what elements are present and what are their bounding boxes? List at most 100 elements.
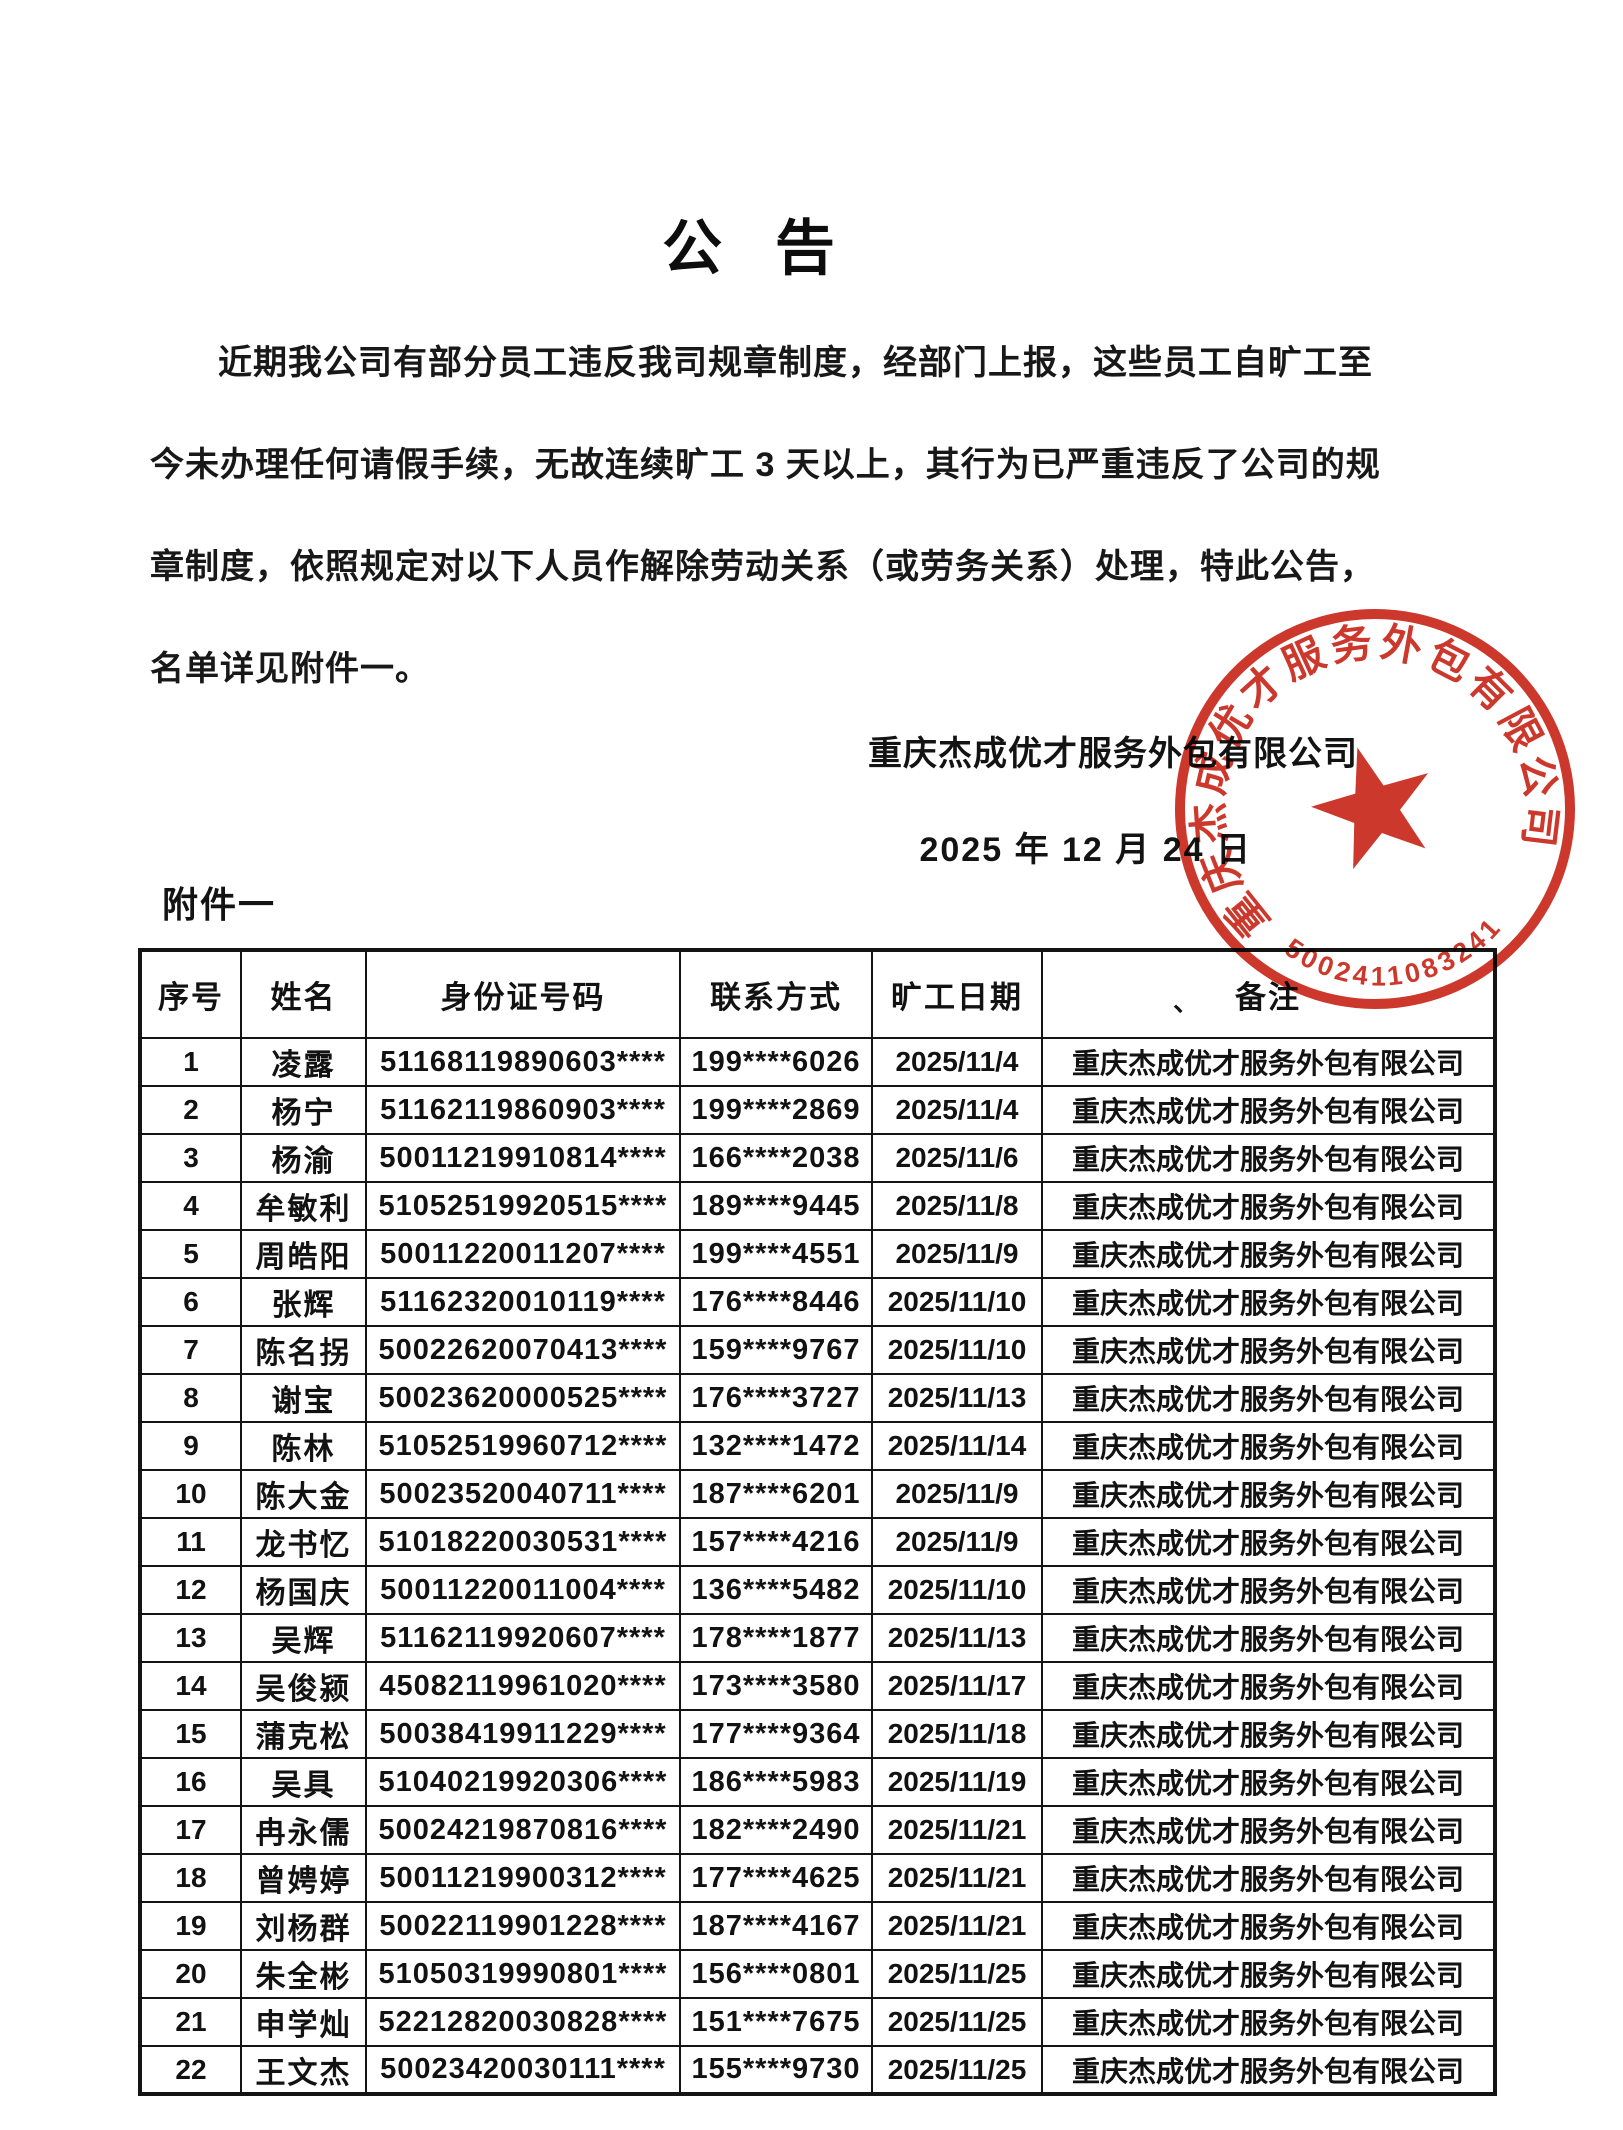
table-row: 11 龙书忆 51018220030531**** 157****4216 2025/1…	[139, 1517, 1496, 1567]
id-number-cell: 51050319990801****	[365, 1949, 681, 1999]
contact-cell: 187****4167	[679, 1901, 873, 1951]
remark-cell: 重庆杰成优才服务外包有限公司	[1041, 1757, 1496, 1807]
table-row: 15 蒲克松 50038419911229**** 177****9364 2025/1…	[139, 1709, 1496, 1759]
id-number-cell: 45082119961020****	[365, 1661, 681, 1711]
absence-date-cell: 2025/11/25	[871, 2045, 1043, 2095]
remark-cell: 重庆杰成优才服务外包有限公司	[1041, 1421, 1496, 1471]
contact-cell: 177****4625	[679, 1853, 873, 1903]
name-cell: 谢宝	[240, 1373, 367, 1423]
table-row: 12 杨国庆 50011220011004**** 136****5482 2025/1…	[139, 1565, 1496, 1615]
body-line: 今未办理任何请假手续，无故连续旷工 3 天以上，其行为已严重违反了公司的规	[150, 446, 1381, 484]
name-cell: 牟敏利	[240, 1181, 367, 1231]
remark-cell: 重庆杰成优才服务外包有限公司	[1041, 1325, 1496, 1375]
absence-date-cell: 2025/11/21	[871, 1901, 1043, 1951]
body-line: 名单详见附件一。	[150, 650, 430, 688]
remark-cell: 重庆杰成优才服务外包有限公司	[1041, 1085, 1496, 1135]
id-number-cell: 51052519920515****	[365, 1181, 681, 1231]
remark-cell: 重庆杰成优才服务外包有限公司	[1041, 1133, 1496, 1183]
id-number-cell: 52212820030828****	[365, 1997, 681, 2047]
body-line: 近期我公司有部分员工违反我司规章制度，经部门上报，这些员工自旷工至	[218, 344, 1373, 382]
absence-date-cell: 2025/11/14	[871, 1421, 1043, 1471]
announcement-body: 近期我公司有部分员工违反我司规章制度，经部门上报，这些员工自旷工至 今未办理任何…	[150, 312, 1410, 720]
name-cell: 吴辉	[240, 1613, 367, 1663]
header-absence-date: 旷工日期	[871, 949, 1043, 1039]
table-row: 10 陈大金 50023520040711**** 187****6201 2025/1…	[139, 1469, 1496, 1519]
seq-cell: 18	[139, 1853, 242, 1903]
table-row: 1 凌露 51168119890603**** 199****6026 2025/11/…	[139, 1037, 1496, 1087]
remark-cell: 重庆杰成优才服务外包有限公司	[1041, 1949, 1496, 1999]
name-cell: 杨渝	[240, 1133, 367, 1183]
name-cell: 陈林	[240, 1421, 367, 1471]
contact-cell: 159****9767	[679, 1325, 873, 1375]
contact-cell: 199****4551	[679, 1229, 873, 1279]
remark-cell: 重庆杰成优才服务外包有限公司	[1041, 2045, 1496, 2095]
attachment-label: 附件一	[162, 884, 277, 925]
company-signature: 重庆杰成优才服务外包有限公司	[868, 735, 1358, 773]
absence-date-cell: 2025/11/4	[871, 1037, 1043, 1087]
seq-cell: 7	[139, 1325, 242, 1375]
header-id-number: 身份证号码	[365, 949, 681, 1039]
name-cell: 陈名拐	[240, 1325, 367, 1375]
page-title: 公 告	[662, 215, 853, 282]
name-cell: 陈大金	[240, 1469, 367, 1519]
absence-date-cell: 2025/11/10	[871, 1325, 1043, 1375]
contact-cell: 151****7675	[679, 1997, 873, 2047]
remark-cell: 重庆杰成优才服务外包有限公司	[1041, 1565, 1496, 1615]
absence-date-cell: 2025/11/21	[871, 1853, 1043, 1903]
absence-date-cell: 2025/11/17	[871, 1661, 1043, 1711]
remark-cell: 重庆杰成优才服务外包有限公司	[1041, 1373, 1496, 1423]
id-number-cell: 50011219900312****	[365, 1853, 681, 1903]
id-number-cell: 50022119901228****	[365, 1901, 681, 1951]
seq-cell: 12	[139, 1565, 242, 1615]
remark-cell: 重庆杰成优才服务外包有限公司	[1041, 1037, 1496, 1087]
seq-cell: 22	[139, 2045, 242, 2095]
table-row: 21 申学灿 52212820030828**** 151****7675 2025/1…	[139, 1997, 1496, 2047]
contact-cell: 132****1472	[679, 1421, 873, 1471]
seq-cell: 19	[139, 1901, 242, 1951]
header-seq: 序号	[139, 949, 242, 1039]
id-number-cell: 51162119860903****	[365, 1085, 681, 1135]
seq-cell: 17	[139, 1805, 242, 1855]
seq-cell: 5	[139, 1229, 242, 1279]
seq-cell: 1	[139, 1037, 242, 1087]
seq-cell: 4	[139, 1181, 242, 1231]
id-number-cell: 50023420030111****	[365, 2045, 681, 2095]
table-row: 6 张辉 51162320010119**** 176****8446 2025/11/…	[139, 1277, 1496, 1327]
contact-cell: 157****4216	[679, 1517, 873, 1567]
seq-cell: 21	[139, 1997, 242, 2047]
table-row: 14 吴俊颍 45082119961020**** 173****3580 2025/1…	[139, 1661, 1496, 1711]
seq-cell: 20	[139, 1949, 242, 1999]
name-cell: 曾娉婷	[240, 1853, 367, 1903]
remark-cell: 重庆杰成优才服务外包有限公司	[1041, 1805, 1496, 1855]
contact-cell: 176****3727	[679, 1373, 873, 1423]
table-row: 22 王文杰 50023420030111**** 155****9730 2025/1…	[139, 2045, 1496, 2095]
table-row: 20 朱全彬 51050319990801**** 156****0801 2025/1…	[139, 1949, 1496, 1999]
table-row: 8 谢宝 50023620000525**** 176****3727 2025/11/…	[139, 1373, 1496, 1423]
name-cell: 杨宁	[240, 1085, 367, 1135]
table-row: 5 周皓阳 50011220011207**** 199****4551 2025/11…	[139, 1229, 1496, 1279]
absence-date-cell: 2025/11/6	[871, 1133, 1043, 1183]
id-number-cell: 50023620000525****	[365, 1373, 681, 1423]
contact-cell: 166****2038	[679, 1133, 873, 1183]
remark-cell: 重庆杰成优才服务外包有限公司	[1041, 1901, 1496, 1951]
remark-cell: 重庆杰成优才服务外包有限公司	[1041, 1181, 1496, 1231]
table-row: 3 杨渝 50011219910814**** 166****2038 2025/11/…	[139, 1133, 1496, 1183]
contact-cell: 156****0801	[679, 1949, 873, 1999]
remark-cell: 重庆杰成优才服务外包有限公司	[1041, 1229, 1496, 1279]
contact-cell: 186****5983	[679, 1757, 873, 1807]
absence-date-cell: 2025/11/18	[871, 1709, 1043, 1759]
table-row: 2 杨宁 51162119860903**** 199****2869 2025/11/…	[139, 1085, 1496, 1135]
name-cell: 吴具	[240, 1757, 367, 1807]
contact-cell: 155****9730	[679, 2045, 873, 2095]
contact-cell: 176****8446	[679, 1277, 873, 1327]
id-number-cell: 50023520040711****	[365, 1469, 681, 1519]
remark-cell: 重庆杰成优才服务外包有限公司	[1041, 1613, 1496, 1663]
table-row: 7 陈名拐 50022620070413**** 159****9767 2025/11…	[139, 1325, 1496, 1375]
id-number-cell: 51162119920607****	[365, 1613, 681, 1663]
absence-date-cell: 2025/11/21	[871, 1805, 1043, 1855]
absence-date-cell: 2025/11/13	[871, 1613, 1043, 1663]
table-row: 16 吴具 51040219920306**** 186****5983 2025/11…	[139, 1757, 1496, 1807]
absence-date-cell: 2025/11/25	[871, 1949, 1043, 1999]
absence-date-cell: 2025/11/13	[871, 1373, 1043, 1423]
name-cell: 吴俊颍	[240, 1661, 367, 1711]
